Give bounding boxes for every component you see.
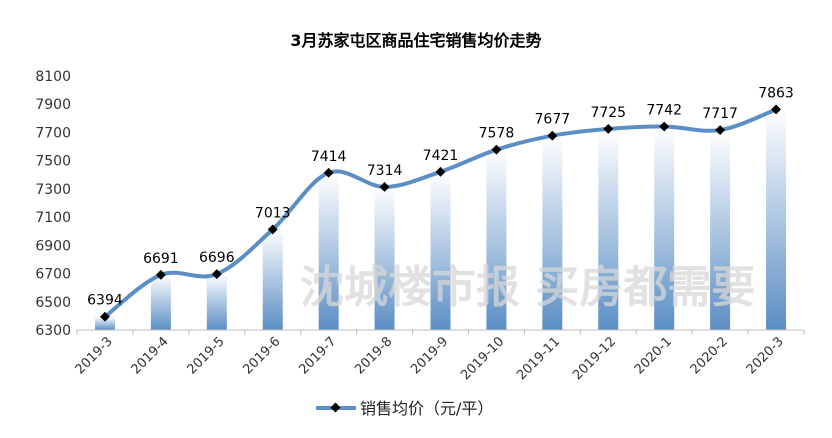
data-label: 7863 xyxy=(758,85,794,101)
x-tick-label: 2019-8 xyxy=(352,334,395,377)
data-label: 7717 xyxy=(702,106,738,122)
y-tick-label: 6300 xyxy=(35,323,71,339)
x-tick-label: 2019-3 xyxy=(73,334,116,377)
gradient-bar xyxy=(486,149,507,330)
y-tick-label: 6500 xyxy=(35,295,71,311)
x-tick-label: 2019-6 xyxy=(240,334,283,377)
y-tick-label: 7900 xyxy=(35,97,71,113)
legend-marker xyxy=(330,402,341,413)
legend: 销售均价（元/平） xyxy=(316,399,493,418)
x-tick-label: 2020-3 xyxy=(744,334,787,377)
x-tick-label: 2020-2 xyxy=(688,334,731,377)
x-tick-label: 2019-9 xyxy=(408,334,451,377)
data-label: 7421 xyxy=(423,148,459,164)
y-tick-label: 7500 xyxy=(35,154,71,170)
x-tick-label: 2019-4 xyxy=(129,334,172,377)
data-point xyxy=(155,269,166,280)
gradient-bar xyxy=(710,130,731,330)
x-tick-label: 2019-12 xyxy=(570,334,619,383)
gradient-bar xyxy=(262,229,283,330)
data-point xyxy=(211,269,222,280)
data-label: 7677 xyxy=(535,112,571,128)
data-label: 6394 xyxy=(87,293,123,309)
data-label: 7013 xyxy=(255,205,291,221)
chart-title: 3月苏家屯区商品住宅销售均价走势 xyxy=(290,31,541,50)
gradient-bar xyxy=(430,171,451,330)
gradient-bar xyxy=(766,109,787,331)
data-point xyxy=(267,224,278,235)
y-tick-label: 6900 xyxy=(35,238,71,254)
data-label: 7314 xyxy=(367,163,403,179)
data-label: 6691 xyxy=(143,251,179,267)
data-point xyxy=(659,121,670,132)
data-point xyxy=(771,104,781,115)
y-tick-label: 6700 xyxy=(35,267,71,283)
gradient-bar xyxy=(206,274,227,330)
y-tick-label: 8100 xyxy=(35,69,71,85)
watermark: 沈城楼市报 买房都需要 xyxy=(300,262,755,313)
y-tick-label: 7300 xyxy=(35,182,71,198)
data-label: 7725 xyxy=(590,105,626,121)
x-tick-label: 2020-1 xyxy=(632,334,675,377)
data-point xyxy=(491,144,502,155)
data-label: 6696 xyxy=(199,250,235,266)
gradient-bar xyxy=(542,135,563,330)
x-tick-label: 2019-7 xyxy=(296,334,339,377)
gradient-bar xyxy=(654,126,675,330)
data-point xyxy=(435,166,446,177)
y-tick-label: 7100 xyxy=(35,210,71,226)
x-tick-label: 2019-10 xyxy=(458,334,507,383)
data-point xyxy=(323,167,334,178)
data-label: 7742 xyxy=(646,103,682,119)
gradient-bar xyxy=(374,186,395,330)
gradient-bar xyxy=(598,128,619,330)
x-tick-label: 2019-11 xyxy=(514,334,563,383)
data-point xyxy=(547,130,558,141)
data-label: 7414 xyxy=(311,149,347,165)
data-label: 7578 xyxy=(479,126,515,142)
gradient-bar xyxy=(94,316,115,330)
gradient-bar xyxy=(150,274,171,330)
data-point xyxy=(603,123,614,134)
legend-label: 销售均价（元/平） xyxy=(360,399,493,418)
y-tick-label: 7700 xyxy=(35,125,71,141)
data-point xyxy=(379,181,390,192)
data-point xyxy=(715,125,726,135)
x-tick-label: 2019-5 xyxy=(184,334,227,377)
gradient-bar xyxy=(318,172,339,330)
